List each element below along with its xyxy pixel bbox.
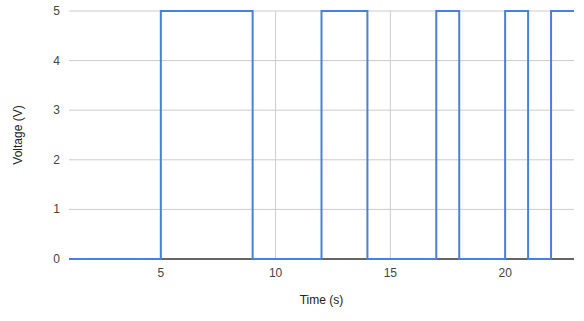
chart-svg: 0 1 2 3 4 5 5 10 15 20 Time (s) Voltage (V) xyxy=(0,0,584,321)
y-tick-label: 0 xyxy=(53,252,60,266)
x-tick-label: 5 xyxy=(157,266,164,280)
x-tick-label: 10 xyxy=(269,266,283,280)
chart-container: 0 1 2 3 4 5 5 10 15 20 Time (s) Voltage (V) xyxy=(0,0,584,321)
x-grid-line xyxy=(390,11,391,259)
plot-area xyxy=(69,11,574,259)
y-axis-title: Voltage (V) xyxy=(11,105,25,164)
y-tick-label: 2 xyxy=(53,153,60,167)
x-axis-title: Time (s) xyxy=(300,293,344,307)
x-tick-label: 20 xyxy=(498,266,512,280)
y-tick-label: 4 xyxy=(53,54,60,68)
x-grid-line xyxy=(275,11,276,259)
grid xyxy=(69,11,574,259)
y-tick-label: 1 xyxy=(53,202,60,216)
y-tick-label: 3 xyxy=(53,103,60,117)
data-line xyxy=(69,11,574,259)
y-tick-label: 5 xyxy=(53,4,60,18)
x-tick-label: 15 xyxy=(384,266,398,280)
